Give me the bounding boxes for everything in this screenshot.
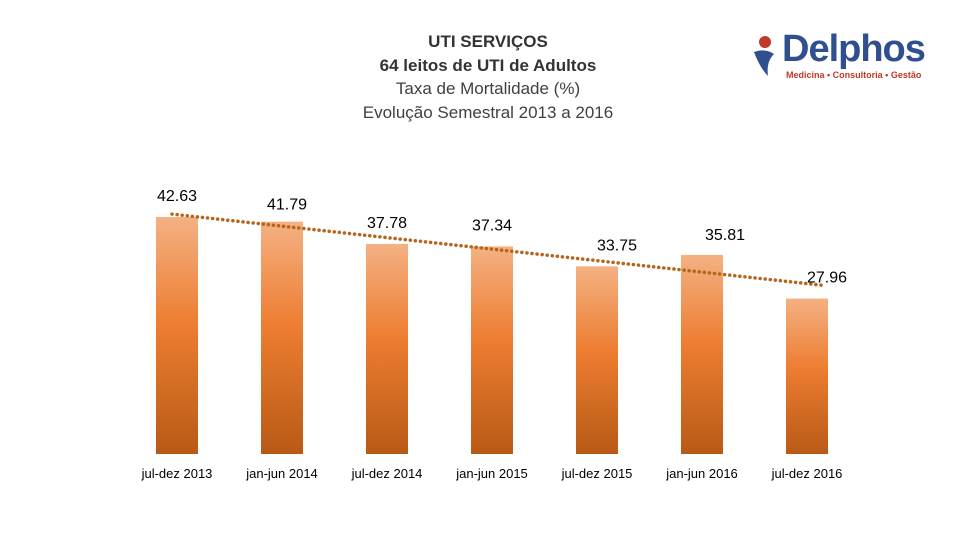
logo-name: Delphos: [782, 28, 926, 70]
title-line-1: UTI SERVIÇOS: [428, 32, 548, 51]
data-label-1: 42.63: [157, 188, 197, 205]
logo-tagline: Medicina • Consultoria • Gestão: [786, 70, 922, 80]
x-tick-label-7: jul-dez 2016: [771, 466, 843, 481]
bar-4: [471, 246, 513, 454]
bar-3: [366, 243, 408, 454]
bar-1: [156, 217, 198, 454]
x-tick-label-5: jul-dez 2015: [561, 466, 633, 481]
x-tick-label-2: jan-jun 2014: [245, 466, 318, 481]
title-line-2: 64 leitos de UTI de Adultos: [379, 55, 597, 75]
trendline: [170, 212, 827, 288]
chart-title: UTI SERVIÇOS 64 leitos de UTI de Adultos…: [288, 30, 688, 124]
title-line-3: Taxa de Mortalidade (%): [395, 79, 581, 98]
x-tick-label-4: jan-jun 2015: [455, 466, 528, 481]
bar-2: [261, 221, 303, 454]
bar-6: [681, 254, 723, 454]
data-label-7: 27.96: [807, 270, 847, 287]
logo-figure-icon: [754, 36, 774, 76]
data-label-2: 41.79: [267, 197, 307, 214]
title-line-4: Evolução Semestral 2013 a 2016: [362, 102, 614, 122]
data-label-3: 37.78: [367, 215, 407, 232]
x-tick-label-1: jul-dez 2013: [141, 466, 213, 481]
data-label-5: 33.75: [597, 237, 637, 254]
x-tick-label-3: jul-dez 2014: [351, 466, 423, 481]
data-label-4: 37.34: [472, 217, 512, 234]
data-label-6: 35.81: [705, 227, 745, 244]
delphos-logo: Delphos Medicina • Consultoria • Gestão: [748, 28, 928, 84]
bar-5: [576, 266, 618, 454]
bar-7: [786, 298, 828, 454]
x-tick-label-6: jan-jun 2016: [665, 466, 738, 481]
